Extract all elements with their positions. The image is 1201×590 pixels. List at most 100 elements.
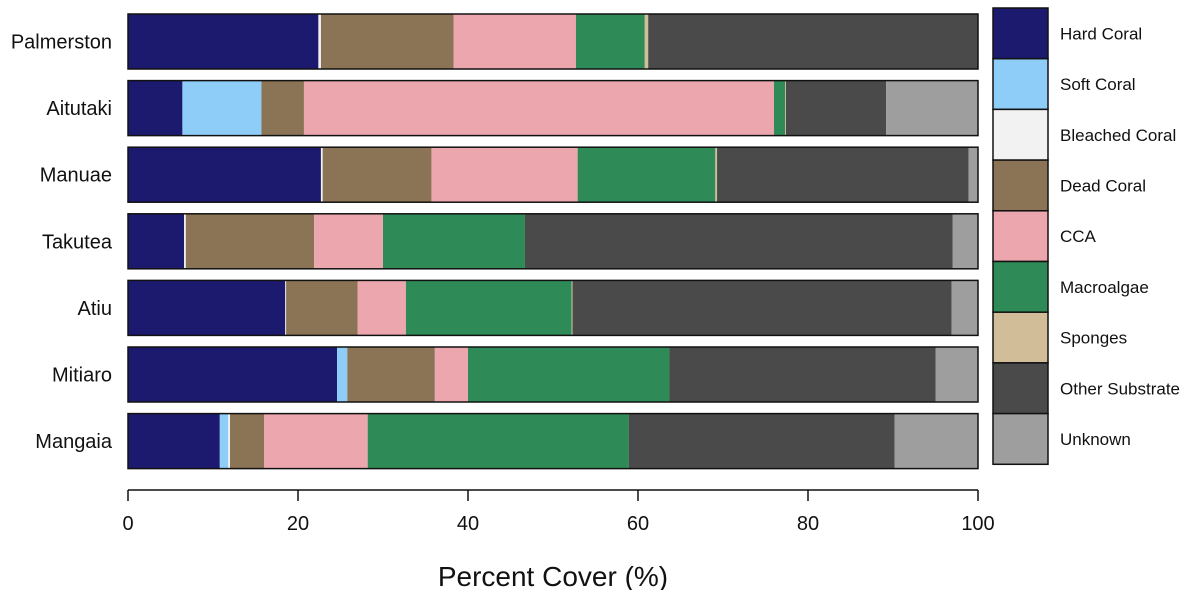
- category-label-palmerston: Palmerston: [11, 32, 112, 54]
- segment-takutea-dead-coral: [185, 213, 315, 269]
- bar-outline-palmerston: [127, 13, 979, 70]
- legend-swatch-hard-coral: [992, 7, 1049, 60]
- segment-mangaia-unknown: [894, 413, 978, 469]
- legend-item-other-substrate: Other Substrate: [992, 362, 1180, 415]
- bar-outline-mangaia: [127, 412, 979, 470]
- segment-manuae-hard-coral: [128, 147, 321, 203]
- segment-atiu-hard-coral: [128, 280, 286, 336]
- legend: Hard Coral Soft Coral Bleached Coral Dead C…: [992, 7, 1180, 466]
- legend-label-hard-coral: Hard Coral: [1060, 24, 1142, 43]
- legend-swatch-bleached-coral: [992, 108, 1049, 161]
- category-label-aitutaki: Aitutaki: [46, 98, 112, 120]
- category-label-mangaia: Mangaia: [35, 431, 113, 453]
- segment-aitutaki-other-substrate: [785, 80, 887, 136]
- segment-aitutaki-cca: [303, 80, 774, 136]
- x-tick-label-40: 40: [457, 513, 479, 535]
- legend-item-dead-coral: Dead Coral: [992, 159, 1146, 212]
- segment-mangaia-hard-coral: [128, 413, 220, 469]
- segment-aitutaki-soft-coral: [182, 80, 262, 136]
- segment-aitutaki-unknown: [886, 80, 978, 136]
- bar-outline-mitiaro: [127, 346, 979, 403]
- legend-swatch-dead-coral: [992, 159, 1049, 212]
- segment-mangaia-dead-coral: [230, 413, 264, 469]
- legend-swatch-sponges: [992, 311, 1049, 364]
- legend-label-other-substrate: Other Substrate: [1060, 379, 1180, 398]
- segment-manuae-cca: [431, 147, 578, 203]
- legend-swatch-other-substrate: [992, 362, 1049, 415]
- category-labels: Palmerston Aitutaki Manuae Takutea Atiu Mitia…: [11, 32, 113, 454]
- segment-mitiaro-dead-coral: [347, 347, 435, 402]
- segment-mitiaro-cca: [434, 347, 468, 402]
- bar-outline-manuae: [127, 146, 979, 203]
- segment-aitutaki-dead-coral: [261, 80, 304, 136]
- category-label-mitiaro: Mitiaro: [52, 365, 112, 387]
- legend-label-dead-coral: Dead Coral: [1060, 176, 1146, 195]
- segment-mangaia-bleached-coral: [228, 413, 230, 469]
- x-axis-title: Percent Cover (%): [438, 561, 668, 590]
- category-label-takutea: Takutea: [42, 231, 113, 253]
- segment-manuae-bleached-coral: [320, 147, 323, 203]
- bar-outline-aitutaki: [127, 79, 979, 137]
- x-tick-label-100: 100: [961, 513, 994, 535]
- segment-mitiaro-hard-coral: [128, 347, 338, 402]
- category-label-atiu: Atiu: [78, 298, 112, 320]
- segment-atiu-macroalgae: [405, 280, 572, 336]
- bars-layer: [127, 13, 979, 470]
- bar-mitiaro: [127, 346, 979, 403]
- segment-mangaia-macroalgae: [367, 413, 629, 469]
- bar-aitutaki: [127, 79, 979, 137]
- bar-takutea: [127, 213, 979, 270]
- segment-mitiaro-unknown: [935, 347, 978, 402]
- segment-takutea-macroalgae: [383, 213, 525, 269]
- segment-manuae-dead-coral: [322, 147, 432, 203]
- segment-takutea-bleached-coral: [184, 213, 186, 269]
- segment-atiu-unknown: [951, 280, 978, 336]
- segment-takutea-cca: [314, 213, 383, 269]
- legend-item-sponges: Sponges: [992, 311, 1127, 364]
- segment-takutea-other-substrate: [524, 213, 953, 269]
- bar-outline-takutea: [127, 213, 979, 270]
- legend-swatch-soft-coral: [992, 57, 1049, 111]
- segment-mitiaro-soft-coral: [337, 347, 348, 402]
- legend-swatch-macroalgae: [992, 260, 1049, 313]
- bar-palmerston: [127, 13, 979, 70]
- bar-mangaia: [127, 412, 979, 470]
- bar-atiu: [127, 279, 979, 337]
- x-tick-label-0: 0: [122, 513, 133, 535]
- legend-item-hard-coral: Hard Coral: [992, 7, 1142, 60]
- segment-aitutaki-macroalgae: [774, 80, 786, 136]
- segment-palmerston-sponges: [644, 14, 649, 69]
- segment-palmerston-cca: [453, 14, 576, 69]
- legend-item-unknown: Unknown: [992, 412, 1131, 466]
- legend-label-bleached-coral: Bleached Coral: [1060, 126, 1176, 145]
- segment-palmerston-dead-coral: [320, 14, 454, 69]
- segment-manuae-macroalgae: [577, 147, 716, 203]
- segment-takutea-unknown: [952, 213, 978, 269]
- legend-label-cca: CCA: [1060, 227, 1097, 246]
- legend-label-soft-coral: Soft Coral: [1060, 75, 1136, 94]
- segment-manuae-unknown: [968, 147, 978, 203]
- segment-palmerston-other-substrate: [648, 14, 978, 69]
- bar-manuae: [127, 146, 979, 203]
- segment-palmerston-bleached-coral: [318, 14, 321, 69]
- segment-manuae-sponges: [715, 147, 718, 203]
- segment-palmerston-macroalgae: [575, 14, 645, 69]
- legend-item-soft-coral: Soft Coral: [992, 57, 1136, 111]
- segment-mangaia-other-substrate: [628, 413, 895, 469]
- segment-atiu-bleached-coral: [285, 280, 287, 336]
- segment-manuae-other-substrate: [717, 147, 969, 203]
- segment-atiu-dead-coral: [286, 280, 358, 336]
- x-axis: 0 20 40 60 80 100: [122, 489, 995, 535]
- segment-aitutaki-sponges: [785, 80, 786, 136]
- segment-mangaia-soft-coral: [219, 413, 229, 469]
- segment-atiu-other-substrate: [572, 280, 952, 336]
- segment-aitutaki-hard-coral: [128, 80, 183, 136]
- legend-item-cca: CCA: [992, 210, 1097, 263]
- legend-item-macroalgae: Macroalgae: [992, 260, 1149, 313]
- x-tick-label-80: 80: [797, 513, 819, 535]
- segment-palmerston-hard-coral: [128, 14, 319, 69]
- segment-takutea-hard-coral: [128, 213, 185, 269]
- legend-label-macroalgae: Macroalgae: [1060, 278, 1149, 297]
- legend-swatch-unknown: [992, 412, 1049, 466]
- legend-item-bleached-coral: Bleached Coral: [992, 108, 1176, 161]
